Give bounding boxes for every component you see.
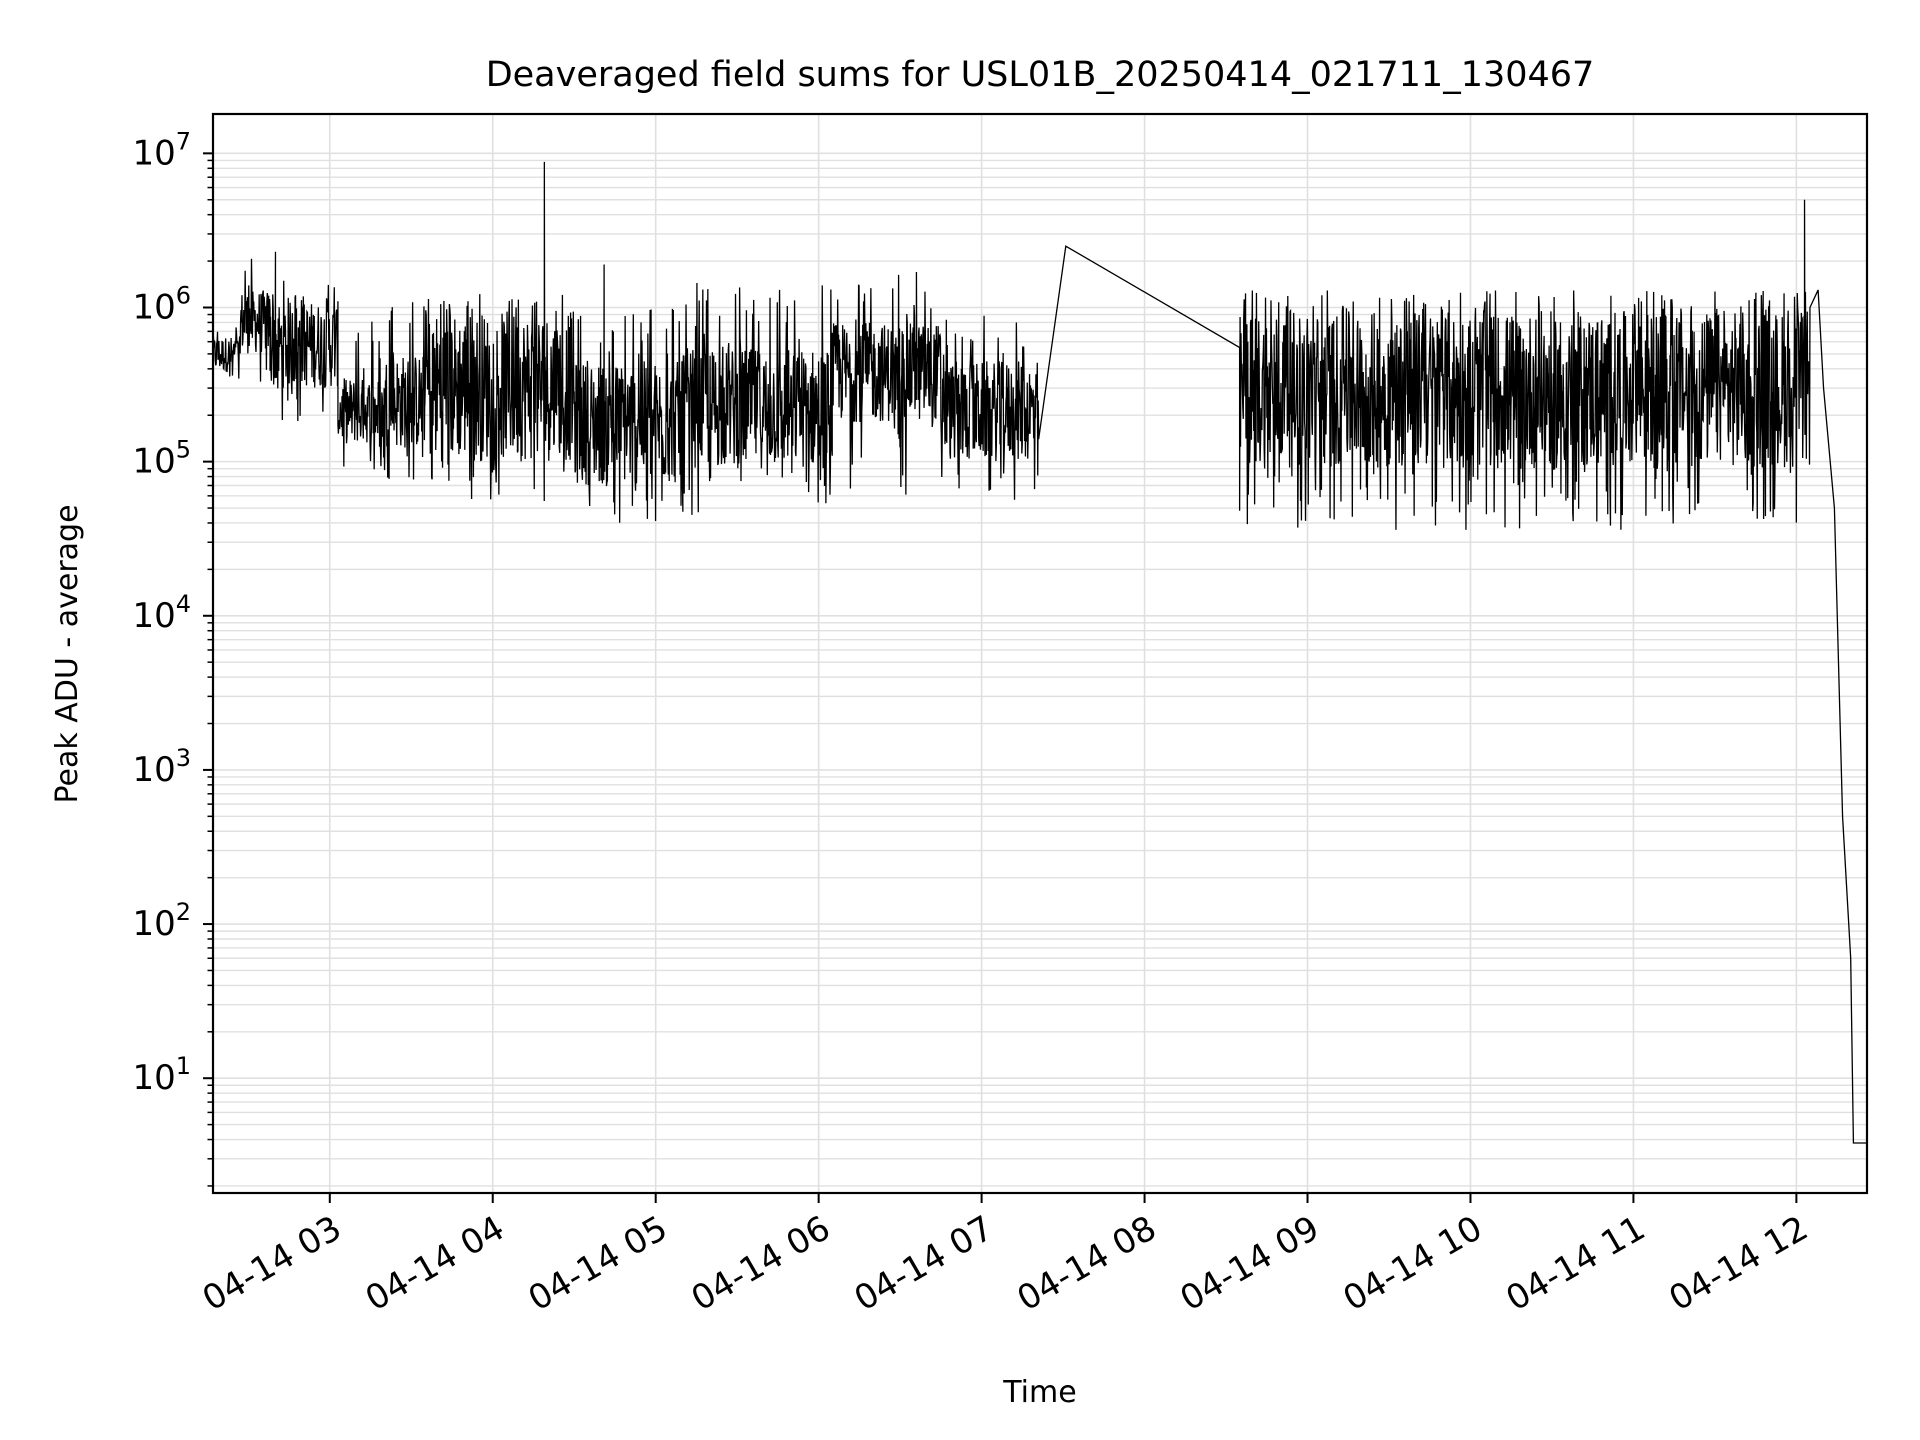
chart-title: Deaveraged field sums for USL01B_2025041… (486, 55, 1595, 95)
x-axis-label: Time (1002, 1375, 1076, 1410)
y-axis-label: Peak ADU - average (50, 504, 85, 803)
chart: Deaveraged field sums for USL01B_2025041… (0, 0, 1920, 1440)
